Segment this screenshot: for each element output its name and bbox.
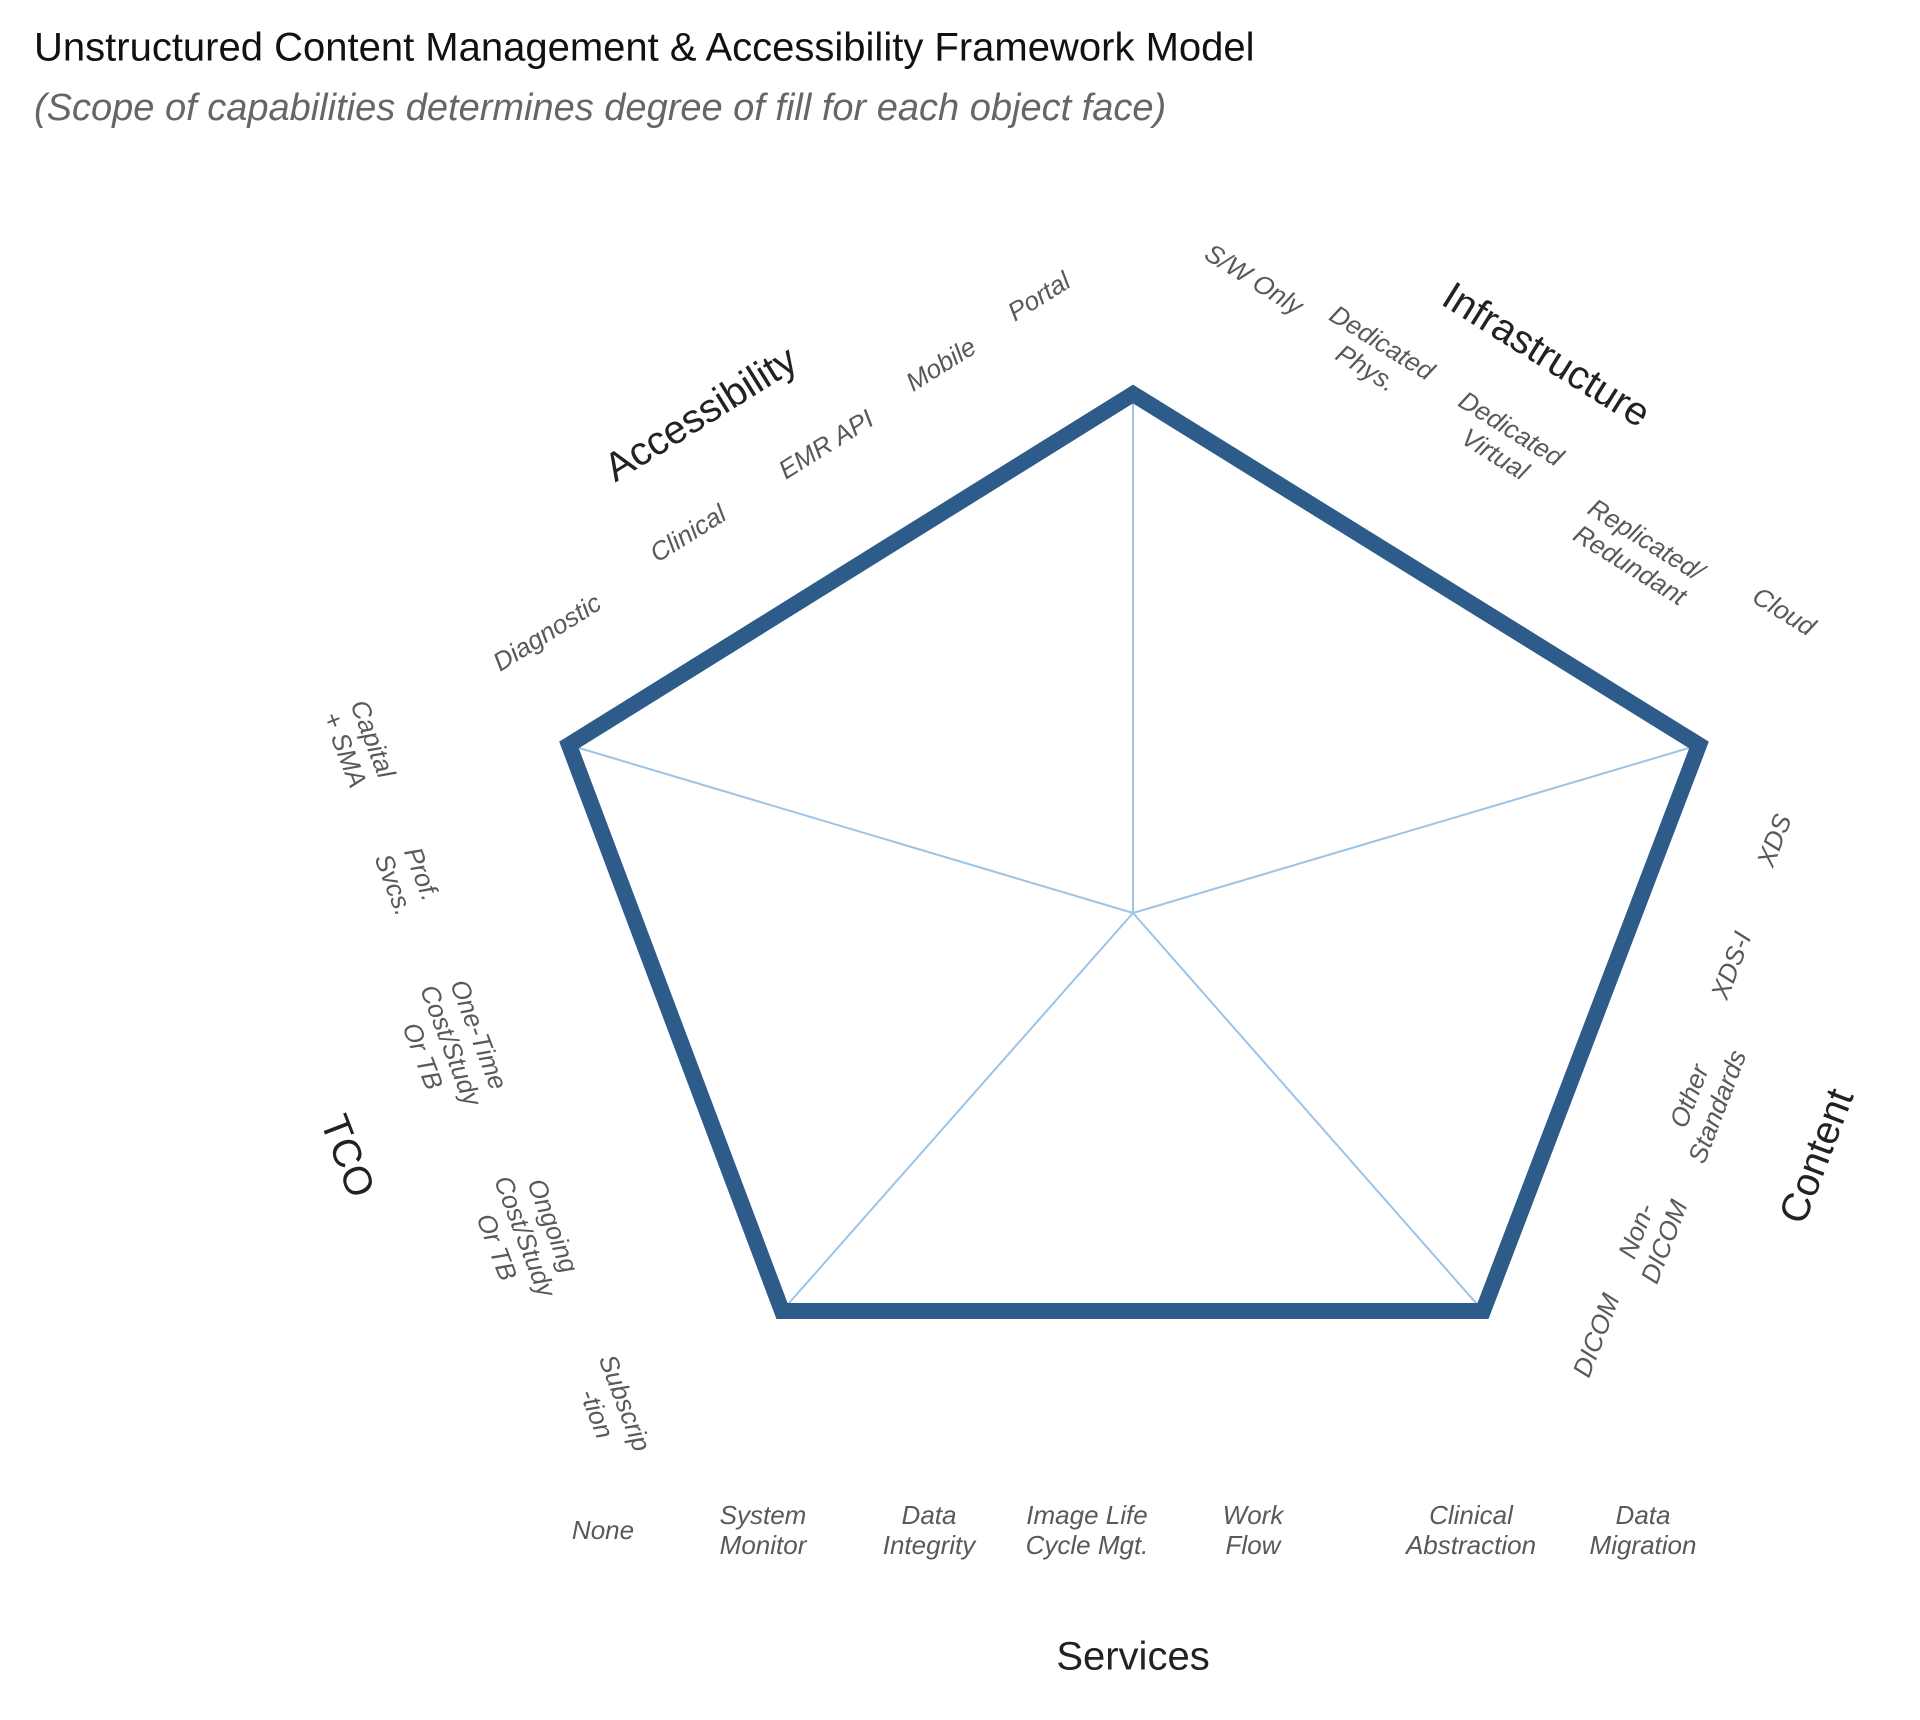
spoke (1132, 744, 1700, 914)
spokes (568, 394, 1700, 1312)
pentagon (559, 384, 1709, 1319)
capability-label: Capital+ SMA (317, 696, 402, 792)
capability-line: Mobile (900, 331, 981, 397)
capability-label: DICOM (1566, 1289, 1625, 1381)
capability-line: Monitor (720, 1530, 808, 1560)
capability-label: EMR API (773, 403, 879, 485)
capability-label: Prof.Svcs. (369, 843, 446, 920)
capability-line: None (572, 1515, 634, 1545)
capability-label: Mobile (900, 331, 981, 397)
capability-line: Data (902, 1500, 957, 1530)
capability-label: Cloud (1747, 580, 1822, 642)
capability-label: Non-DICOM (1612, 1195, 1694, 1287)
capability-line: XDS (1750, 809, 1798, 871)
capability-line: Clinical (1429, 1500, 1514, 1530)
capability-line: EMR API (773, 403, 879, 485)
capability-line: Migration (1590, 1530, 1697, 1560)
capability-label: XDS-I (1704, 927, 1757, 1003)
capability-label: Replicated/Redundant (1568, 492, 1711, 612)
capability-line: Portal (1002, 265, 1077, 327)
capability-label: Subscrip-tion (574, 1350, 657, 1455)
capability-label: XDS (1750, 809, 1798, 871)
capability-line: S/W Only (1200, 237, 1311, 322)
capability-line: Cloud (1747, 580, 1822, 642)
capability-line: Abstraction (1404, 1530, 1536, 1560)
capability-line: Cycle Mgt. (1026, 1530, 1149, 1560)
capability-label: Portal (1002, 265, 1077, 327)
capability-label: Diagnostic (487, 587, 606, 677)
capability-line: Clinical (644, 498, 732, 568)
capability-line: Image Life (1026, 1500, 1147, 1530)
capability-line: Integrity (883, 1530, 977, 1560)
spoke (1132, 912, 1484, 1312)
capability-line: Flow (1226, 1530, 1283, 1560)
spoke (781, 912, 1134, 1312)
capability-line: Data (1616, 1500, 1671, 1530)
capability-label: S/W Only (1200, 237, 1311, 322)
face-heading: Services (1056, 1635, 1209, 1679)
capability-line: System (720, 1500, 807, 1530)
title: Unstructured Content Management & Access… (34, 26, 1255, 70)
spoke (568, 744, 1134, 914)
face-heading: Accessibility (597, 338, 805, 491)
capability-label: None (572, 1515, 634, 1545)
capability-line: DICOM (1566, 1289, 1625, 1381)
face-heading: Content (1771, 1083, 1862, 1230)
subtitle: (Scope of capabilities determines degree… (34, 87, 1166, 129)
capability-label: Clinical (644, 498, 732, 568)
capability-line: Diagnostic (487, 587, 606, 677)
capability-line: XDS-I (1704, 927, 1757, 1003)
face-heading: TCO (312, 1109, 383, 1204)
capability-line: Work (1223, 1500, 1286, 1530)
